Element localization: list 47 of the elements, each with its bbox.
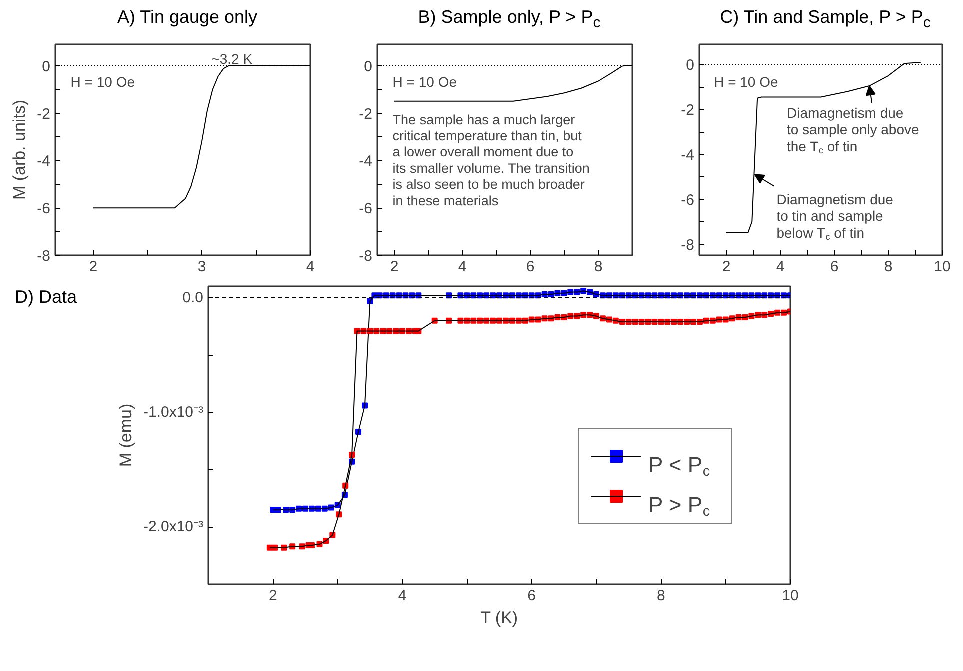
y-tick-label: -2.0x10⁻³ — [143, 518, 204, 536]
annotation: The sample has a much larger critical temperature than tin, but a lower overall moment due to its smaller volume. The transition is also seen to be much broader in these materials — [392, 112, 590, 208]
x-tick-label: 2 — [390, 258, 399, 276]
y-tick-label: -4 — [359, 153, 373, 170]
y-tick-label: 0 — [364, 58, 372, 76]
y-tick-label: -2 — [681, 102, 695, 120]
y-tick-label: -4 — [37, 153, 51, 170]
x-tick-label: 6 — [830, 258, 839, 276]
x-tick-label: 10 — [934, 258, 951, 276]
y-tick-label: 0 — [686, 57, 694, 74]
y-tick-label: -6 — [359, 200, 373, 218]
y-tick-label: -6 — [681, 192, 695, 209]
x-axis-title: T (K) — [480, 608, 518, 628]
x-tick-label: 4 — [306, 258, 315, 276]
x-tick-label: 4 — [458, 258, 467, 276]
text: D) Data — [15, 286, 78, 309]
chart-title: A) Tin gauge only — [117, 6, 258, 29]
x-tick-label: 3 — [198, 258, 206, 276]
y-tick-label: -4 — [681, 146, 695, 164]
chart-title: B) Sample only, P > P$_{c}$ — [418, 6, 601, 34]
x-tick-label: 2 — [89, 258, 98, 276]
annotation: H = 10 Oe — [714, 74, 778, 90]
x-tick-label: 4 — [398, 588, 407, 604]
y-axis-title: M (arb. units) — [10, 100, 30, 200]
x-tick-label: 2 — [268, 588, 278, 604]
x-tick-label: 2 — [722, 258, 731, 276]
y-tick-label: -8 — [681, 236, 695, 254]
y-tick-label: -2 — [359, 106, 373, 123]
chart-title: C) Tin and Sample, P > P$_{c}$ — [720, 6, 931, 34]
x-tick-label: 10 — [782, 588, 799, 604]
y-tick-label: 0.0 — [182, 289, 204, 306]
y-tick-label: -8 — [37, 248, 51, 265]
y-tick-label: -6 — [37, 200, 51, 218]
x-tick-label: 6 — [526, 258, 535, 276]
annotation: H = 10 Oe — [392, 74, 458, 90]
y-tick-label: -2 — [37, 106, 51, 123]
x-tick-label: 4 — [776, 258, 785, 276]
x-tick-label: 8 — [656, 588, 666, 604]
y-tick-label: 0 — [42, 58, 50, 76]
x-tick-label: 8 — [594, 258, 603, 276]
annotation: ~3.2 K — [212, 50, 254, 67]
y-tick-label: -8 — [359, 248, 373, 265]
y-tick-label: -1.0x10⁻³ — [143, 404, 204, 422]
x-tick-label: 8 — [884, 258, 893, 276]
x-tick-label: 6 — [528, 588, 536, 604]
annotation: H = 10 Oe — [70, 74, 136, 90]
y-axis-title: M (emu) — [116, 404, 136, 468]
